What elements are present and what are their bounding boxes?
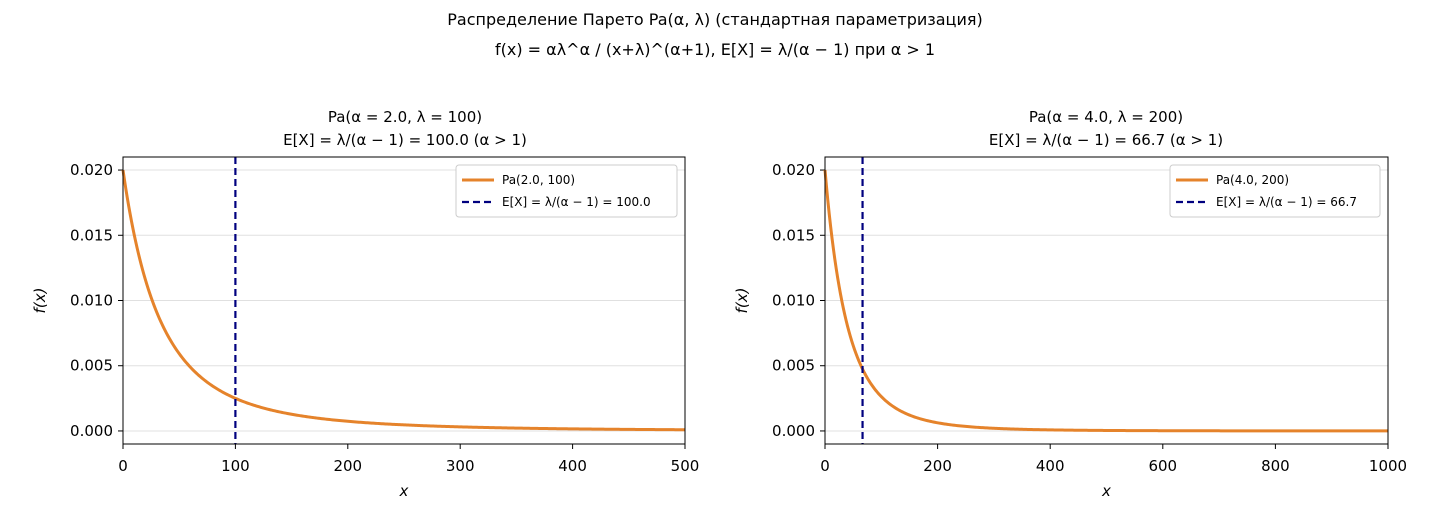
chart-2-ytick-label: 0.015: [772, 226, 815, 244]
chart-2-ytick-label: 0.005: [772, 357, 815, 375]
chart-1-legend-box: [455, 164, 678, 218]
chart-1-xtick-label: 500: [671, 457, 700, 475]
chart-1-title-line1: Pa(α = 2.0, λ = 100): [327, 108, 483, 126]
chart-2-title-line1: Pa(α = 4.0, λ = 200): [1028, 108, 1184, 126]
chart-1-ytick-label: 0.015: [70, 226, 113, 244]
chart-1-xtick-label: 0: [118, 457, 128, 475]
chart-1-legend-label-mean: E[X] = λ/(α − 1) = 100.0: [502, 195, 651, 209]
chart-1-ytick-label: 0.005: [70, 357, 113, 375]
chart-1-xtick-label: 400: [558, 457, 587, 475]
chart-2-ytick-label: 0.020: [772, 161, 815, 179]
chart-2-xtick-label: 400: [1036, 457, 1065, 475]
chart-1-xtick-label: 100: [221, 457, 250, 475]
chart-2-xlabel: x: [1101, 482, 1111, 500]
chart-2-xtick-label: 800: [1261, 457, 1290, 475]
chart-2-legend-label-curve: Pa(4.0, 200): [1216, 173, 1289, 187]
chart-2-xtick-label: 600: [1148, 457, 1177, 475]
chart-2-ytick-label: 0.000: [772, 422, 815, 440]
chart-2-xtick-label: 200: [923, 457, 952, 475]
chart-1-ytick-label: 0.020: [70, 161, 113, 179]
chart-1-ytick-label: 0.010: [70, 292, 113, 310]
chart-1-xlabel: x: [399, 482, 409, 500]
chart-2-xtick-label: 1000: [1369, 457, 1407, 475]
chart-1-ytick-label: 0.000: [70, 422, 113, 440]
chart-1-xtick-label: 300: [446, 457, 475, 475]
chart-2-legend-label-mean: E[X] = λ/(α − 1) = 66.7: [1216, 195, 1357, 209]
chart-1-xtick-label: 200: [333, 457, 362, 475]
chart-2-axes-frame: [824, 156, 1389, 445]
chart-2-title-line2: E[X] = λ/(α − 1) = 66.7 (α > 1): [988, 131, 1224, 149]
chart-2-pdf-curve: [823, 169, 1388, 433]
chart-2-xtick-label: 0: [820, 457, 830, 475]
chart-2-ytick-label: 0.010: [772, 292, 815, 310]
chart-2-legend-box: [1169, 164, 1381, 218]
chart-1-ylabel: f(x): [31, 288, 49, 314]
chart-1-legend-label-curve: Pa(2.0, 100): [502, 173, 575, 187]
figure-formula: f(x) = αλ^α / (x+λ)^(α+1), E[X] = λ/(α −…: [495, 40, 935, 59]
chart-1-axes-frame: [122, 156, 686, 445]
chart-1-title-line2: E[X] = λ/(α − 1) = 100.0 (α > 1): [283, 131, 527, 149]
chart-2-ylabel: f(x): [733, 288, 751, 314]
chart-1-pdf-curve: [121, 169, 686, 432]
figure-title: Распределение Парето Pa(α, λ) (стандартн…: [447, 10, 983, 29]
